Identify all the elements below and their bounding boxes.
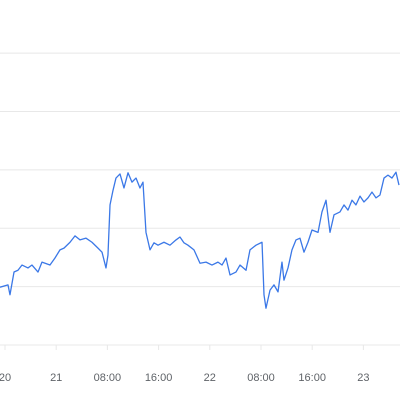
x-tick-label: 16:00	[145, 372, 173, 384]
x-tick-label: 08:00	[247, 372, 275, 384]
x-tick-label: 08:00	[94, 372, 122, 384]
data-line	[0, 171, 400, 309]
x-tick-label: 16:00	[298, 372, 326, 384]
x-tick-label: 22	[204, 372, 216, 384]
x-tick-label: 23	[357, 372, 369, 384]
x-tick-label: 20	[0, 372, 11, 384]
x-tick-label: 21	[50, 372, 62, 384]
